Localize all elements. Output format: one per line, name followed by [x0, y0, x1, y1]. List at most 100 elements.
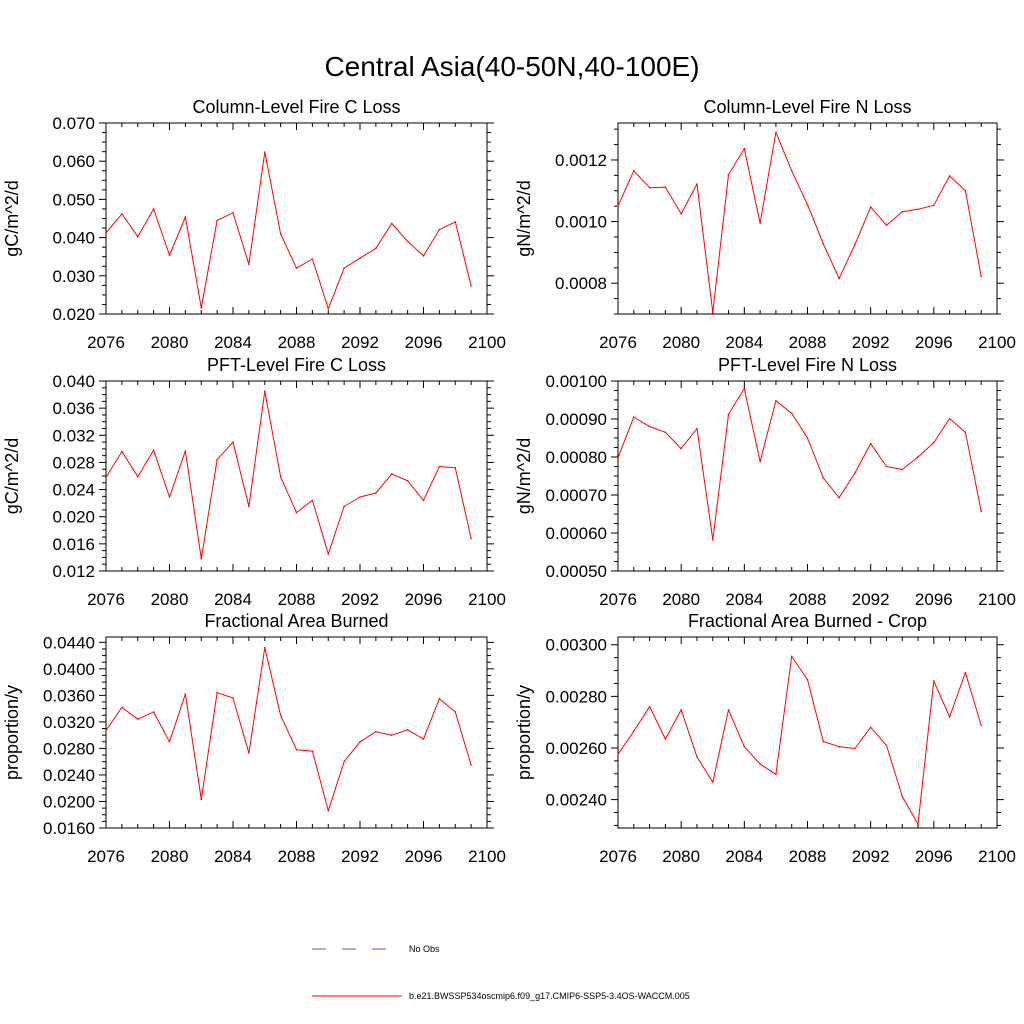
y-tick-label: 0.050	[52, 190, 95, 209]
panel-title: Column-Level Fire C Loss	[192, 97, 400, 117]
panel-title: PFT-Level Fire C Loss	[207, 355, 386, 375]
data-point	[375, 247, 377, 250]
panel-title: Fractional Area Burned - Crop	[688, 611, 927, 631]
y-tick-label: 0.030	[52, 267, 95, 286]
data-point	[216, 691, 218, 694]
y-tick-label: 0.0240	[43, 766, 95, 785]
panel-title: Fractional Area Burned	[204, 611, 388, 631]
data-point	[854, 472, 856, 474]
figure-title: Central Asia(40-50N,40-100E)	[324, 51, 699, 82]
y-tick-label: 0.0012	[555, 151, 607, 170]
x-tick-label: 2092	[852, 590, 890, 609]
data-point	[152, 449, 155, 452]
data-point	[775, 131, 777, 134]
x-tick-label: 2076	[599, 847, 637, 866]
data-point	[775, 773, 777, 776]
y-tick-label: 0.0320	[43, 713, 95, 732]
data-point	[152, 208, 155, 210]
data-point	[327, 307, 330, 310]
data-point	[838, 277, 840, 280]
series-line	[105, 390, 472, 560]
data-point	[327, 809, 330, 812]
y-axis-label: gN/m^2/d	[514, 180, 534, 256]
x-tick-label: 2096	[915, 847, 953, 866]
data-point	[136, 718, 139, 721]
data-point	[648, 186, 651, 189]
data-point	[980, 275, 983, 278]
data-point	[375, 731, 377, 733]
x-tick-label: 2100	[978, 847, 1016, 866]
data-point	[901, 210, 904, 213]
data-point	[279, 475, 282, 478]
y-tick-label: 0.00060	[546, 524, 607, 543]
y-tick-label: 0.060	[52, 152, 95, 171]
data-point	[232, 211, 234, 214]
data-point	[632, 169, 635, 172]
x-tick-label: 2096	[405, 590, 443, 609]
data-point	[454, 221, 457, 223]
data-point	[917, 456, 919, 458]
data-point	[933, 204, 935, 207]
y-tick-label: 0.024	[52, 481, 95, 500]
data-point	[248, 752, 250, 754]
x-tick-label: 2084	[214, 590, 252, 609]
data-point	[648, 425, 651, 428]
data-point	[664, 431, 667, 434]
y-tick-label: 0.00070	[546, 486, 607, 505]
data-point	[759, 460, 761, 463]
data-point	[422, 499, 425, 502]
x-tick-label: 2088	[789, 847, 827, 866]
x-tick-label: 2092	[852, 847, 890, 866]
y-tick-label: 0.00100	[546, 372, 607, 391]
data-point	[917, 208, 919, 211]
data-point	[136, 475, 139, 478]
data-point	[359, 740, 361, 743]
data-point	[822, 242, 825, 245]
panel-4: 2076 2080 2084 2088 2092 2096 2100 0.00050 0.000…	[514, 355, 1016, 609]
data-point	[869, 442, 872, 445]
y-tick-label: 0.00300	[546, 636, 607, 655]
data-point	[311, 258, 314, 260]
data-point	[696, 427, 698, 430]
data-point	[680, 447, 682, 450]
data-point	[438, 228, 441, 231]
y-tick-label: 0.016	[52, 535, 95, 554]
y-tick-label: 0.00280	[546, 687, 607, 706]
data-point	[869, 726, 872, 729]
data-point	[632, 730, 635, 733]
data-point	[696, 756, 698, 758]
data-point	[311, 499, 314, 502]
x-tick-label: 2092	[341, 333, 379, 352]
x-tick-label: 2088	[278, 847, 316, 866]
data-point	[901, 468, 904, 471]
panel-6: 2076 2080 2084 2088 2092 2096 2100 0.00240 0.002…	[514, 611, 1016, 866]
data-point	[121, 213, 123, 215]
data-point	[216, 219, 218, 222]
y-axis-label: proportion/y	[2, 685, 22, 780]
data-point	[136, 236, 139, 238]
data-point	[854, 243, 856, 246]
data-point	[648, 705, 651, 708]
y-tick-label: 0.0440	[43, 633, 95, 652]
data-point	[422, 255, 425, 257]
panels: 2076 2080 2084 2088 2092 2096 2100 0.020 0.030 0.…	[2, 97, 1016, 866]
x-tick-label: 2096	[405, 847, 443, 866]
data-point	[948, 175, 951, 177]
data-point	[980, 510, 983, 513]
data-point	[885, 744, 888, 747]
data-point	[948, 417, 951, 420]
data-point	[838, 496, 840, 499]
x-tick-label: 2092	[341, 847, 379, 866]
legend-model-label: b.e21.BWSSP534oscmip6.f09_g17.CMIP6-SSP5…	[409, 991, 690, 1001]
data-point	[168, 496, 171, 498]
data-point	[406, 479, 409, 482]
data-point	[438, 465, 441, 468]
data-point	[790, 412, 793, 415]
data-point	[121, 450, 123, 453]
x-tick-label: 2096	[915, 590, 953, 609]
x-tick-label: 2092	[341, 590, 379, 609]
data-point	[980, 724, 983, 727]
data-point	[680, 213, 682, 215]
data-point	[885, 224, 888, 227]
x-tick-label: 2088	[789, 590, 827, 609]
